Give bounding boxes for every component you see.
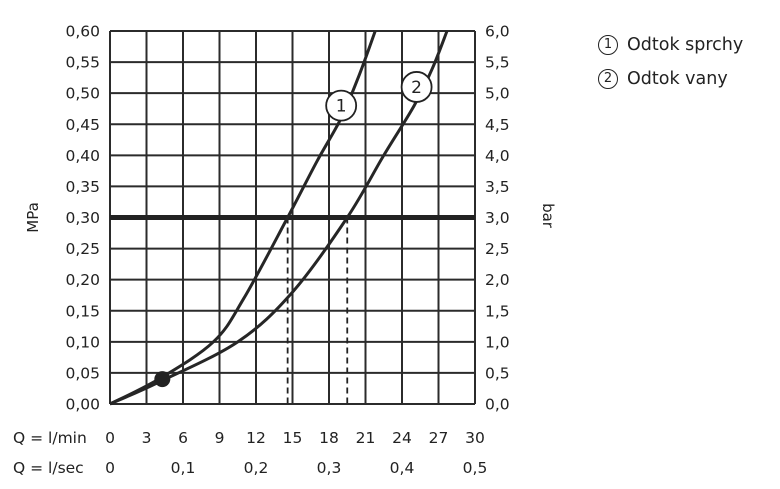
legend: 1 Odtok sprchy 2 Odtok vany xyxy=(598,28,743,96)
x-tick-lmin: 3 xyxy=(142,429,152,447)
y-left-tick: 0,25 xyxy=(65,240,100,258)
y-right-tick: 3,0 xyxy=(485,209,510,227)
y-axis-left-ticks: 0,00 0,05 0,10 0,15 0,20 0,25 0,30 0,35 0,40 0,45… xyxy=(65,23,100,414)
y-left-tick: 0,60 xyxy=(65,23,100,41)
legend-marker-1: 1 xyxy=(598,35,618,55)
y-left-tick: 0,35 xyxy=(65,178,100,196)
y-left-tick: 0,45 xyxy=(65,116,100,134)
x-tick-lsec: 0 xyxy=(105,459,115,477)
x-tick-lmin: 27 xyxy=(429,429,449,447)
y-right-tick: 2,5 xyxy=(485,240,510,258)
y-right-tick: 0,5 xyxy=(485,364,510,382)
reference-lines xyxy=(110,215,475,404)
y-left-tick: 0,15 xyxy=(65,302,100,320)
x-tick-lmin: 9 xyxy=(215,429,225,447)
operating-point xyxy=(154,371,171,388)
x-tick-lmin: 30 xyxy=(465,429,485,447)
y-left-tick: 0,05 xyxy=(65,364,100,382)
y-left-tick: 0,20 xyxy=(65,271,100,289)
legend-label-2: Odtok vany xyxy=(627,69,728,89)
x-tick-lmin: 21 xyxy=(356,429,376,447)
x-tick-lsec: 0,4 xyxy=(390,459,415,477)
y-left-tick: 0,40 xyxy=(65,147,100,165)
y-right-tick: 1,0 xyxy=(485,333,510,351)
x-tick-lmin: 18 xyxy=(319,429,339,447)
chart-series: 12 xyxy=(109,30,449,406)
y-left-tick: 0,30 xyxy=(65,209,100,227)
series-line-1 xyxy=(109,30,377,406)
y-right-tick: 4,5 xyxy=(485,116,510,134)
series-label-circle-1 xyxy=(325,89,358,122)
y-left-tick: 0,50 xyxy=(65,85,100,103)
y-left-tick: 0,00 xyxy=(65,396,100,414)
series-label-circle-2 xyxy=(400,71,433,103)
legend-item-2: 2 Odtok vany xyxy=(598,62,743,96)
y-left-tick: 0,10 xyxy=(65,333,100,351)
x-tick-lmin: 6 xyxy=(178,429,188,447)
x-axis-ticks: Q = l/min Q = l/sec 0 3 6 9 12 15 18 21 24 27 30 0 0,1… xyxy=(13,429,487,477)
series-label-1: 1 xyxy=(336,97,347,117)
y-right-tick: 1,5 xyxy=(485,302,510,320)
y-right-tick: 6,0 xyxy=(485,23,510,41)
y-right-tick: 2,0 xyxy=(485,271,510,289)
x-tick-lmin: 15 xyxy=(283,429,303,447)
legend-label-1: Odtok sprchy xyxy=(627,35,744,55)
y-left-tick: 0,55 xyxy=(65,54,100,72)
y-right-tick: 0,0 xyxy=(485,396,510,414)
y-right-tick: 3,5 xyxy=(485,178,510,196)
y-right-tick: 5,5 xyxy=(485,54,510,72)
x-tick-lmin: 24 xyxy=(392,429,412,447)
x-tick-lsec: 0,5 xyxy=(463,459,488,477)
x-tick-lsec: 0,2 xyxy=(244,459,269,477)
legend-marker-2: 2 xyxy=(598,69,618,89)
x-tick-lmin: 0 xyxy=(105,429,115,447)
x-tick-lmin: 12 xyxy=(246,429,266,447)
x-row-title-lmin: Q = l/min xyxy=(13,429,87,447)
legend-item-1: 1 Odtok sprchy xyxy=(598,28,743,62)
y-right-tick: 5,0 xyxy=(485,85,510,103)
y-right-tick: 4,0 xyxy=(485,147,510,165)
x-tick-lsec: 0,1 xyxy=(171,459,196,477)
y-axis-left-title: MPa xyxy=(24,202,42,233)
series-label-2: 2 xyxy=(411,78,422,98)
y-axis-right-ticks: 0,0 0,5 1,0 1,5 2,0 2,5 3,0 3,5 4,0 4,5 5,0 5,5 6,0 xyxy=(485,23,510,414)
y-axis-right-title: bar xyxy=(539,203,557,229)
x-tick-lsec: 0,3 xyxy=(317,459,342,477)
x-row-title-lsec: Q = l/sec xyxy=(13,459,84,477)
